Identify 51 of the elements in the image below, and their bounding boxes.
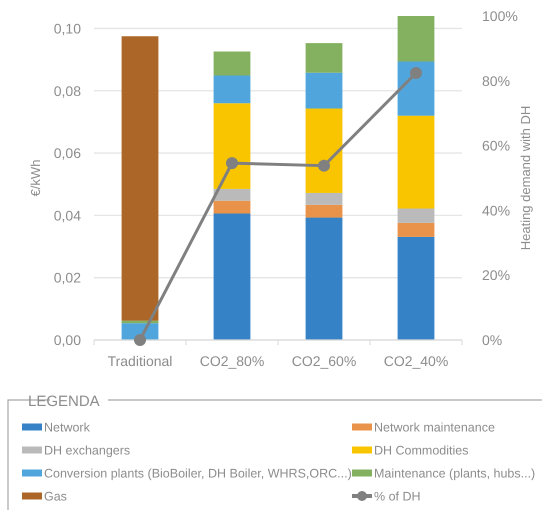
y-tick-label: 0,04 [54,207,82,224]
legend-label: Network maintenance [374,420,495,434]
bar [398,222,434,237]
bar [306,192,342,205]
legend-label: Gas [44,490,67,504]
y2-tick-label: 0% [482,332,502,348]
y2-tick-label: 80% [482,72,510,89]
y-tick-label: 0,02 [54,270,82,286]
bar [398,61,434,116]
bar [398,208,434,223]
y-axis-title: €/kWh [28,160,43,196]
legend-label: Maintenance (plants, hubs...) [374,466,536,480]
legend-title: LEGENDA [28,393,100,410]
y2-tick-label: 40% [482,202,510,218]
legend-label: Network [44,420,91,434]
y-tick-label: 0,06 [54,145,82,162]
legend-label: DH Commodities [374,444,468,458]
point [226,157,238,170]
bar [214,214,250,340]
bar [306,204,342,218]
y2-tick-label: 20% [482,267,510,284]
legend-label: DH exchangers [44,444,130,458]
x-tick-label: CO2_80% [200,353,264,369]
legend-label: % of DH [374,490,421,504]
y2-axis-title: Heating demand with DH [518,106,533,250]
bar [214,52,250,76]
y2-tick-label: 60% [482,138,510,154]
bar [214,76,250,104]
bar [122,320,158,324]
point [318,160,330,172]
point [410,67,422,80]
y2-tick-label: 100% [482,8,518,24]
x-tick-label: CO2_60% [292,353,356,369]
bar [306,72,342,109]
x-tick-label: CO2_40% [384,353,448,369]
legend-label: Conversion plants (BioBoiler, DH Boiler, WHRS,ORC...) [44,466,352,480]
bar [398,16,434,62]
y-tick-label: 0,10 [54,20,82,36]
bar [214,200,250,214]
y-tick-label: 0,00 [54,332,82,348]
bar [398,116,434,209]
bar [306,218,342,340]
bar [214,188,250,201]
bar [214,103,250,189]
bar [306,108,342,193]
x-tick-label: Traditional [108,353,172,369]
y-tick-label: 0,08 [54,82,82,99]
point [134,334,146,346]
bar [122,36,158,321]
bar [306,43,342,73]
bar [398,236,434,340]
